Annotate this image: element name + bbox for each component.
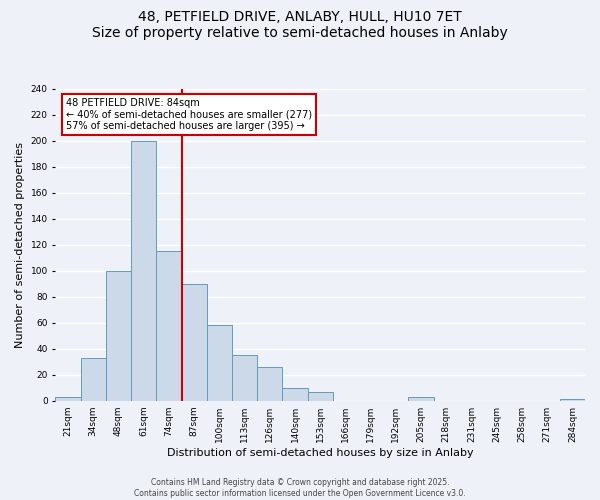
Bar <box>131 140 157 400</box>
Bar <box>308 392 333 400</box>
Bar <box>182 284 207 401</box>
Y-axis label: Number of semi-detached properties: Number of semi-detached properties <box>15 142 25 348</box>
Bar <box>106 270 131 400</box>
Bar <box>409 397 434 400</box>
Text: 48, PETFIELD DRIVE, ANLABY, HULL, HU10 7ET
Size of property relative to semi-det: 48, PETFIELD DRIVE, ANLABY, HULL, HU10 7… <box>92 10 508 40</box>
Bar <box>55 397 80 400</box>
Bar <box>283 388 308 400</box>
Bar <box>257 367 283 400</box>
Bar <box>207 326 232 400</box>
Text: 48 PETFIELD DRIVE: 84sqm
← 40% of semi-detached houses are smaller (277)
57% of : 48 PETFIELD DRIVE: 84sqm ← 40% of semi-d… <box>66 98 312 132</box>
Bar <box>232 355 257 401</box>
Text: Contains HM Land Registry data © Crown copyright and database right 2025.
Contai: Contains HM Land Registry data © Crown c… <box>134 478 466 498</box>
Bar <box>157 251 182 400</box>
Bar <box>80 358 106 401</box>
X-axis label: Distribution of semi-detached houses by size in Anlaby: Distribution of semi-detached houses by … <box>167 448 473 458</box>
